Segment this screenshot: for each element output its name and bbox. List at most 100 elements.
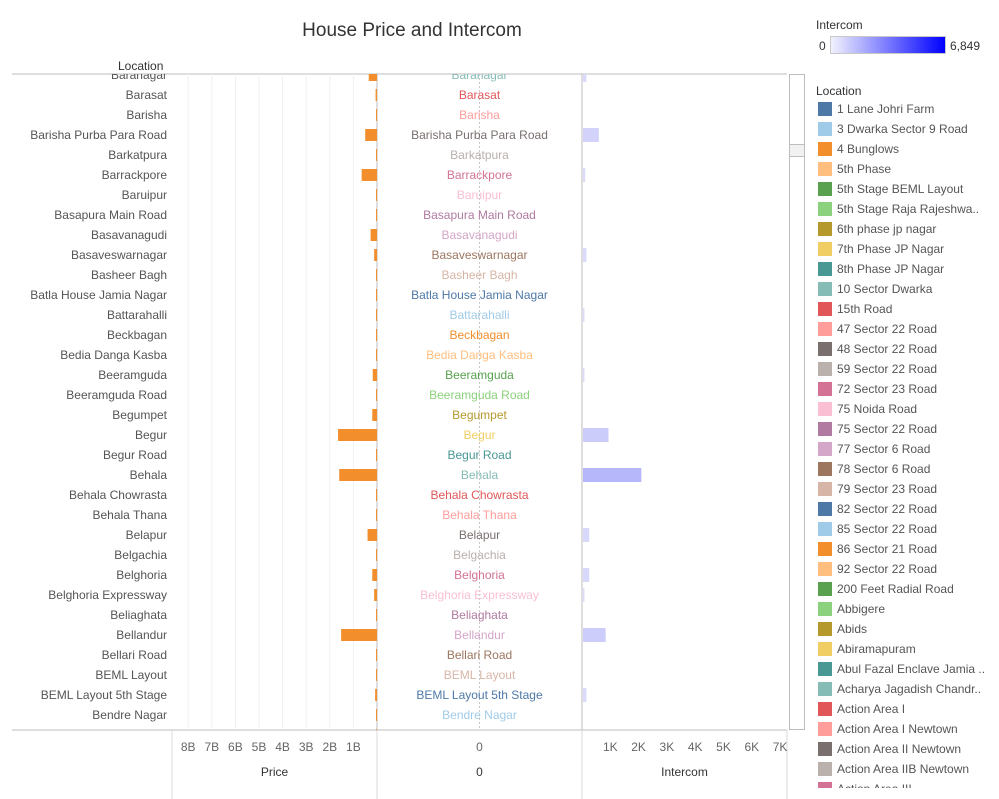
legend-item[interactable]: 79 Sector 23 Road (818, 481, 999, 497)
legend-swatch (818, 182, 832, 196)
legend-item[interactable]: 8th Phase JP Nagar (818, 261, 999, 277)
legend-label: Abiramapuram (837, 642, 916, 656)
legend-swatch (818, 442, 832, 456)
legend-swatch (818, 702, 832, 716)
legend-item[interactable]: 47 Sector 22 Road (818, 321, 999, 337)
scrollbar-thumb[interactable] (789, 144, 805, 157)
legend-label: 3 Dwarka Sector 9 Road (837, 122, 968, 136)
price-bar (376, 189, 377, 201)
legend-swatch (818, 362, 832, 376)
legend-label: 1 Lane Johri Farm (837, 102, 935, 116)
legend-item[interactable]: Action Area I Newtown (818, 721, 999, 737)
legend-swatch (818, 142, 832, 156)
legend-label: Acharya Jagadish Chandr.. (837, 682, 982, 696)
price-tick-label: 6B (228, 740, 243, 754)
legend-item[interactable]: Action Area I (818, 701, 999, 717)
intercom-bar (583, 248, 587, 262)
location-center-label: Basapura Main Road (423, 208, 536, 222)
price-tick-label: 1B (346, 740, 361, 754)
legend-item[interactable]: 4 Bunglows (818, 141, 999, 157)
legend-item[interactable]: 75 Sector 22 Road (818, 421, 999, 437)
chart-title: House Price and Intercom (302, 20, 522, 41)
legend-item[interactable]: 72 Sector 23 Road (818, 381, 999, 397)
price-bar (372, 569, 377, 581)
price-tick-label: 5B (252, 740, 267, 754)
legend-item[interactable]: 7th Phase JP Nagar (818, 241, 999, 257)
location-row-label: Begumpet (112, 408, 167, 422)
location-center-label: Baranagar (451, 68, 507, 82)
price-bar (376, 649, 377, 661)
legend-label: 5th Stage Raja Rajeshwa.. (837, 202, 980, 216)
price-axis-title: Price (260, 765, 289, 779)
legend-item[interactable]: 5th Stage BEML Layout (818, 181, 999, 197)
price-bar (376, 269, 377, 281)
legend-item[interactable]: 86 Sector 21 Road (818, 541, 999, 557)
legend-item[interactable]: 5th Phase (818, 161, 999, 177)
legend-item[interactable]: 92 Sector 22 Road (818, 561, 999, 577)
legend-item[interactable]: Abbigere (818, 601, 999, 617)
location-row-label: Belghoria (116, 568, 167, 582)
location-row-label: Behala Thana (92, 508, 167, 522)
legend-swatch (818, 582, 832, 596)
legend-label: 92 Sector 22 Road (837, 562, 938, 576)
legend-item[interactable]: 48 Sector 22 Road (818, 341, 999, 357)
price-bar (368, 74, 377, 81)
legend-label: 86 Sector 21 Road (837, 542, 938, 556)
legend-item[interactable]: 200 Feet Radial Road (818, 581, 999, 597)
legend-item[interactable]: 3 Dwarka Sector 9 Road (818, 121, 999, 137)
legend-item[interactable]: 15th Road (818, 301, 999, 317)
legend-item[interactable]: 59 Sector 22 Road (818, 361, 999, 377)
legend-swatch (818, 322, 832, 336)
legend-item[interactable]: 77 Sector 6 Road (818, 441, 999, 457)
location-row-label: Battarahalli (107, 308, 167, 322)
price-bar (376, 449, 377, 461)
legend-label: Action Area IIB Newtown (837, 762, 970, 776)
location-center-label: Begur Road (447, 448, 511, 462)
legend-item[interactable]: 82 Sector 22 Road (818, 501, 999, 517)
legend-item[interactable]: Action Area III (818, 781, 999, 788)
legend-label: 10 Sector Dwarka (837, 282, 933, 296)
legend-swatch (818, 282, 832, 296)
price-bar (367, 529, 377, 541)
legend-item[interactable]: 1 Lane Johri Farm (818, 101, 999, 117)
legend-item[interactable]: Abul Fazal Enclave Jamia .. (818, 661, 999, 677)
location-legend: 1 Lane Johri Farm 3 Dwarka Sector 9 Road 4… (818, 101, 999, 788)
legend-item[interactable]: 10 Sector Dwarka (818, 281, 999, 297)
intercom-legend-title: Intercom (816, 18, 863, 32)
legend-swatch (818, 302, 832, 316)
legend-item[interactable]: Action Area II Newtown (818, 741, 999, 757)
price-bar (361, 169, 377, 181)
legend-item[interactable]: 5th Stage Raja Rajeshwa.. (818, 201, 999, 217)
legend-item[interactable]: Abids (818, 621, 999, 637)
legend-item[interactable]: Acharya Jagadish Chandr.. (818, 681, 999, 697)
intercom-tick-label: 5K (716, 740, 731, 754)
price-tick-label: 4B (275, 740, 290, 754)
legend-item[interactable]: Abiramapuram (818, 641, 999, 657)
intercom-bar (583, 368, 585, 382)
legend-item[interactable]: 6th phase jp nagar (818, 221, 999, 237)
legend-label: Abids (837, 622, 868, 636)
location-center-label: Beliaghata (451, 608, 508, 622)
vertical-scrollbar[interactable] (789, 74, 805, 730)
legend-swatch (818, 382, 832, 396)
legend-item[interactable]: Action Area IIB Newtown (818, 761, 999, 777)
legend-item[interactable]: 75 Noida Road (818, 401, 999, 417)
location-row-label: Behala (130, 468, 168, 482)
intercom-bar (583, 308, 585, 322)
legend-swatch (818, 242, 832, 256)
legend-label: 82 Sector 22 Road (837, 502, 938, 516)
intercom-bar (583, 74, 587, 82)
location-row-label: Benson Town (95, 728, 167, 742)
intercom-color-ramp (830, 36, 946, 54)
location-center-label: Belapur (459, 528, 500, 542)
intercom-bar (583, 468, 642, 482)
legend-item[interactable]: 85 Sector 22 Road (818, 521, 999, 537)
location-center-label: Bendre Nagar (442, 708, 517, 722)
legend-swatch (818, 542, 832, 556)
legend-label: 15th Road (837, 302, 893, 316)
legend-item[interactable]: 78 Sector 6 Road (818, 461, 999, 477)
location-row-label: Behala Chowrasta (69, 488, 167, 502)
legend-label: 5th Stage BEML Layout (837, 182, 964, 196)
legend-label: Abbigere (837, 602, 886, 616)
price-tick-label: 7B (204, 740, 219, 754)
